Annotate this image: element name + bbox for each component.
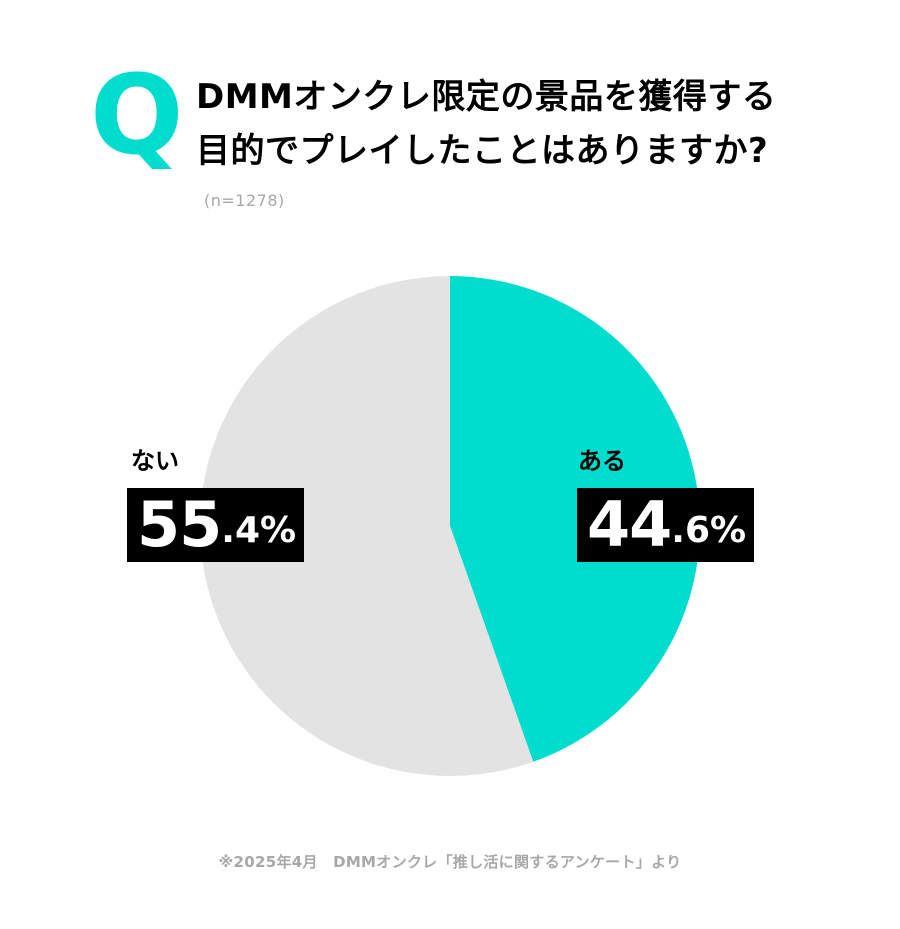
slice-value-dec-aru: .6% (671, 510, 747, 551)
slice-label-aru: ある (578, 447, 626, 475)
chart-title-line-1: DMMオンクレ限定の景品を獲得する (196, 77, 777, 117)
source-note: ※2025年4月 DMMオンクレ「推し活に関するアンケート」より (218, 853, 682, 871)
pie-slice-nai (200, 276, 534, 776)
slice-value-box-nai: 55 .4% (127, 488, 305, 562)
question-mark-icon: Q (90, 51, 184, 179)
chart-title-line-2: 目的でプレイしたことはありますか? (196, 131, 769, 171)
slice-value-box-aru: 44 .6% (577, 488, 755, 562)
sample-size: (n=1278) (204, 191, 285, 210)
slice-value-int-nai: 55 (137, 488, 222, 561)
pie-slice-aru (450, 276, 701, 762)
slice-value-dec-nai: .4% (221, 510, 297, 551)
slice-value-int-aru: 44 (587, 488, 672, 561)
chart-title: DMMオンクレ限定の景品を獲得する 目的でプレイしたことはありますか? (196, 70, 856, 178)
slice-label-nai: ない (131, 447, 179, 475)
